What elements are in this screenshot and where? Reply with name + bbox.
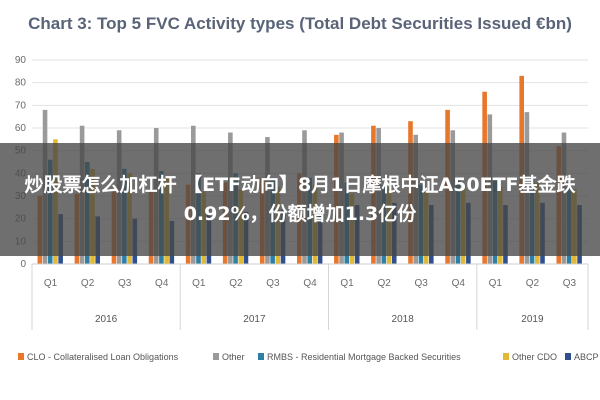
year-label: 2017	[243, 314, 266, 325]
year-label: 2016	[95, 314, 118, 325]
y-tick-label: 90	[15, 55, 27, 66]
legend-label: Other CDO	[512, 352, 557, 362]
y-tick-label: 80	[15, 78, 27, 89]
x-tick-label: Q4	[155, 278, 169, 289]
y-tick-label: 70	[15, 100, 27, 111]
y-tick-label: 0	[20, 259, 26, 270]
legend-label: RMBS - Residential Mortgage Backed Secur…	[267, 352, 461, 362]
y-tick-label: 60	[15, 123, 27, 134]
year-label: 2018	[392, 314, 415, 325]
headline-banner[interactable]: 炒股票怎么加杠杆 【ETF动向】8月1日摩根中证A50ETF基金跌0.92%，份…	[0, 143, 600, 256]
x-tick-label: Q3	[118, 278, 132, 289]
legend-label: CLO - Collateralised Loan Obligations	[27, 352, 179, 362]
x-tick-label: Q2	[526, 278, 540, 289]
headline-text[interactable]: 炒股票怎么加杠杆 【ETF动向】8月1日摩根中证A50ETF基金跌0.92%，份…	[24, 173, 576, 225]
legend-swatch	[18, 353, 24, 360]
x-tick-label: Q1	[44, 278, 58, 289]
x-tick-label: Q2	[377, 278, 391, 289]
x-tick-label: Q1	[340, 278, 354, 289]
x-tick-label: Q1	[489, 278, 503, 289]
year-label: 2019	[521, 314, 544, 325]
legend-label: Other	[222, 352, 245, 362]
x-tick-label: Q2	[229, 278, 243, 289]
legend-swatch	[565, 353, 571, 360]
x-tick-label: Q3	[266, 278, 280, 289]
legend-label: ABCP	[574, 352, 599, 362]
chart-title: Chart 3: Top 5 FVC Activity types (Total…	[28, 14, 572, 33]
x-tick-label: Q2	[81, 278, 95, 289]
legend-swatch	[258, 353, 264, 360]
legend-swatch	[213, 353, 219, 360]
x-tick-label: Q4	[303, 278, 317, 289]
legend-swatch	[503, 353, 509, 360]
x-tick-label: Q4	[452, 278, 466, 289]
x-tick-label: Q3	[563, 278, 577, 289]
x-tick-label: Q3	[415, 278, 429, 289]
x-tick-label: Q1	[192, 278, 206, 289]
